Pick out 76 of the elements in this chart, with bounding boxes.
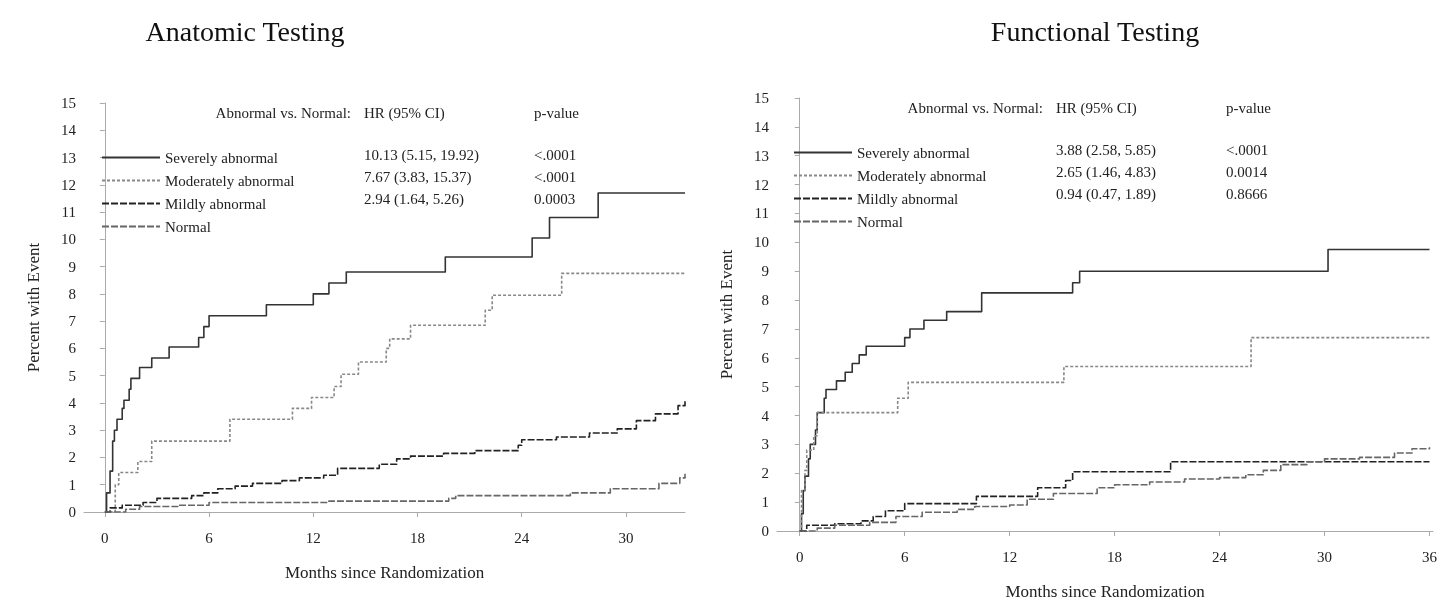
legend-label: Moderately abnormal xyxy=(857,167,987,184)
x-tick-label: 36 xyxy=(1422,548,1438,565)
annotation: 2.94 (1.64, 5.26) xyxy=(364,190,464,208)
y-tick-label: 14 xyxy=(61,122,77,139)
y-tick-label: 1 xyxy=(761,494,769,511)
y-tick-label: 3 xyxy=(68,422,76,439)
x-tick-label: 0 xyxy=(101,529,109,546)
annotation: 3.88 (2.58, 5.85) xyxy=(1056,141,1156,159)
x-tick-label: 12 xyxy=(305,529,321,546)
y-tick-label: 9 xyxy=(761,263,769,280)
x-tick-label: 30 xyxy=(618,529,634,546)
y-tick-label: 9 xyxy=(68,258,76,275)
y-tick-label: 4 xyxy=(68,394,77,411)
y-tick-label: 0 xyxy=(68,504,76,520)
y-tick-label: 2 xyxy=(761,465,769,482)
y-tick-label: 5 xyxy=(68,367,76,384)
annotation: 10.13 (5.15, 19.92) xyxy=(364,146,479,164)
y-tick-label: 5 xyxy=(761,378,769,395)
annotation: 0.0014 xyxy=(1226,163,1268,180)
legend-title: Abnormal vs. Normal: xyxy=(907,99,1043,116)
y-tick-label: 11 xyxy=(754,205,769,222)
annotation: HR (95% CI) xyxy=(364,104,445,122)
y-axis-title: Percent with Event xyxy=(717,249,736,380)
annotation: HR (95% CI) xyxy=(1056,99,1137,117)
annotation: <.0001 xyxy=(1226,141,1269,158)
legend-label: Mildly abnormal xyxy=(165,195,267,212)
y-tick-label: 15 xyxy=(61,95,76,111)
y-tick-label: 8 xyxy=(761,292,769,309)
annotation: <.0001 xyxy=(534,146,577,163)
chart-title: Functional Testing xyxy=(990,15,1200,47)
annotation: p-value xyxy=(534,104,580,121)
x-tick-label: 6 xyxy=(205,529,214,546)
y-tick-label: 3 xyxy=(761,436,769,453)
y-tick-label: 2 xyxy=(68,449,76,466)
y-axis-title: Percent with Event xyxy=(24,242,43,373)
legend-label: Normal xyxy=(165,218,211,235)
y-tick-label: 4 xyxy=(761,407,770,424)
annotation: p-value xyxy=(1226,99,1272,116)
legend-label: Mildly abnormal xyxy=(857,190,959,207)
x-tick-label: 18 xyxy=(1107,548,1123,565)
annotation: 0.0003 xyxy=(534,190,576,207)
legend-title: Abnormal vs. Normal: xyxy=(215,104,351,121)
x-axis-title: Months since Randomization xyxy=(284,563,485,582)
x-tick-label: 24 xyxy=(1212,548,1228,565)
x-tick-label: 30 xyxy=(1317,548,1333,565)
y-tick-label: 12 xyxy=(61,176,76,193)
y-tick-label: 6 xyxy=(68,340,77,357)
legend-label: Severely abnormal xyxy=(165,149,278,166)
annotation: 0.94 (0.47, 1.89) xyxy=(1056,185,1156,203)
legend-label: Moderately abnormal xyxy=(165,172,295,189)
y-tick-label: 1 xyxy=(68,476,76,493)
annotation: 7.67 (3.83, 15.37) xyxy=(364,168,472,186)
y-tick-label: 10 xyxy=(754,234,769,251)
y-tick-label: 14 xyxy=(754,118,770,135)
x-tick-label: 12 xyxy=(1002,548,1018,565)
y-tick-label: 7 xyxy=(68,313,77,330)
x-tick-label: 18 xyxy=(410,529,425,546)
annotation: 0.8666 xyxy=(1226,185,1268,202)
y-tick-label: 8 xyxy=(68,285,76,302)
x-tick-label: 24 xyxy=(514,529,530,546)
y-tick-label: 12 xyxy=(754,176,769,193)
y-tick-label: 13 xyxy=(754,147,769,164)
legend-label: Severely abnormal xyxy=(857,144,970,161)
y-tick-label: 13 xyxy=(61,149,76,166)
x-tick-label: 0 xyxy=(795,548,804,565)
y-tick-label: 11 xyxy=(61,204,76,221)
x-tick-label: 6 xyxy=(900,548,909,565)
chart-title: Anatomic Testing xyxy=(145,15,345,47)
y-tick-label: 10 xyxy=(61,231,76,248)
x-axis-title: Months since Randomization xyxy=(1005,582,1206,601)
annotation: <.0001 xyxy=(534,168,577,185)
y-tick-label: 6 xyxy=(761,349,770,366)
annotation: 2.65 (1.46, 4.83) xyxy=(1056,163,1156,181)
y-tick-label: 7 xyxy=(761,320,770,337)
y-tick-label: 15 xyxy=(754,90,769,106)
legend-label: Normal xyxy=(857,213,903,230)
